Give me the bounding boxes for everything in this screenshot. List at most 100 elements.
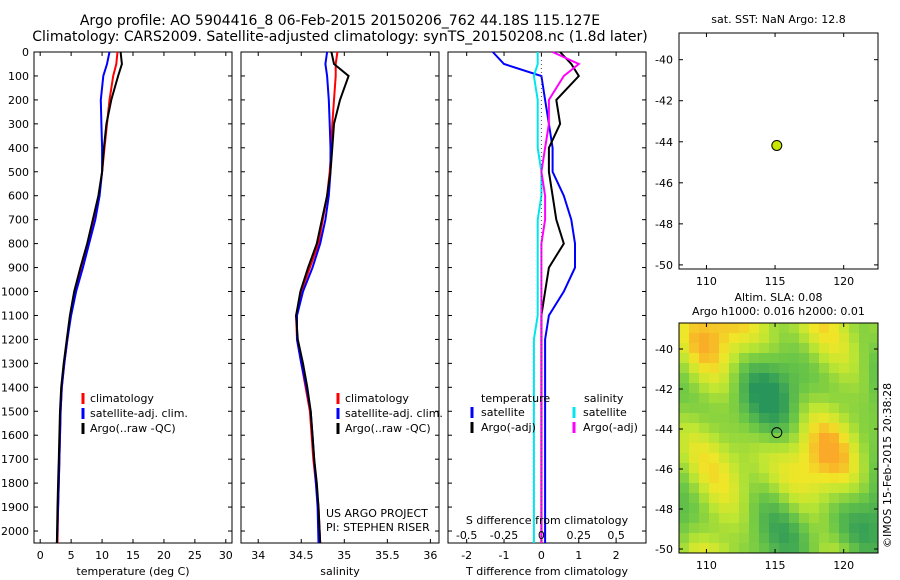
temperature-legend-label: Argo(..raw -QC)	[90, 422, 176, 435]
sst-map-y-tick-label: -42	[655, 95, 673, 108]
sla-heatmap-cell	[809, 443, 819, 453]
sla-heatmap-cell	[769, 333, 779, 343]
sla-heatmap-cell	[809, 323, 819, 333]
sla-heatmap-cell	[699, 403, 709, 413]
sla-heatmap-cell	[839, 473, 849, 483]
sla-heatmap-cell	[749, 343, 759, 353]
sla-heatmap-cell	[709, 443, 719, 453]
sla-heatmap-cell	[829, 343, 839, 353]
sst-map-x-tick-label: 110	[696, 275, 717, 288]
sla-heatmap-cell	[799, 473, 809, 483]
sla-heatmap-cell	[719, 473, 729, 483]
sla-heatmap-cell	[679, 463, 689, 473]
sla-heatmap-cell	[779, 533, 789, 543]
sla-heatmap-cell	[769, 473, 779, 483]
sla-heatmap-cell	[839, 423, 849, 433]
sla-map-y-tick-label: -44	[655, 423, 673, 436]
sla-heatmap-cell	[719, 513, 729, 523]
sla-heatmap-cell	[739, 343, 749, 353]
sla-heatmap-cell	[859, 383, 869, 393]
sla-heatmap-cell	[729, 513, 739, 523]
sla-heatmap-cell	[789, 403, 799, 413]
sla-heatmap-cell	[699, 463, 709, 473]
sla-heatmap-cell	[689, 523, 699, 533]
sla-heatmap-cell	[819, 533, 829, 543]
sla-heatmap-cell	[829, 493, 839, 503]
sla-heatmap-cell	[819, 483, 829, 493]
salinity-x-tick-label: 34	[251, 549, 265, 562]
sla-heatmap-cell	[729, 523, 739, 533]
sla-heatmap-cell	[829, 523, 839, 533]
sla-heatmap-cell	[689, 473, 699, 483]
sla-heatmap-cell	[839, 393, 849, 403]
temperature-series-2	[55, 51, 123, 544]
diff-legend-header-salinity: salinity	[584, 392, 624, 405]
sla-heatmap-cell	[809, 523, 819, 533]
sla-heatmap-cell	[849, 383, 859, 393]
sla-map-x-tick-label: 110	[696, 559, 717, 572]
sla-heatmap-cell	[739, 483, 749, 493]
sla-heatmap-cell	[869, 493, 878, 503]
sla-heatmap-cell	[729, 543, 739, 553]
sst-map-y-tick-label: -40	[655, 54, 673, 67]
sla-heatmap-cell	[709, 473, 719, 483]
sla-heatmap-cell	[689, 453, 699, 463]
sla-heatmap-cell	[829, 533, 839, 543]
sla-heatmap-cell	[839, 543, 849, 553]
sla-heatmap-cell	[749, 433, 759, 443]
sla-heatmap-cell	[859, 353, 869, 363]
sla-heatmap-cell	[729, 343, 739, 353]
depth-tick-label: 1100	[1, 309, 29, 322]
sla-heatmap-cell	[819, 423, 829, 433]
sla-heatmap-cell	[829, 423, 839, 433]
temperature-x-tick-label: 5	[68, 549, 75, 562]
sla-heatmap-cell	[869, 353, 878, 363]
sla-heatmap-cell	[869, 433, 878, 443]
sla-heatmap-cell	[869, 413, 878, 423]
sla-heatmap-cell	[739, 533, 749, 543]
sst-map-x-tick-label: 120	[833, 275, 854, 288]
sla-heatmap-cell	[739, 463, 749, 473]
sla-heatmap-cell	[789, 453, 799, 463]
sla-heatmap-cell	[869, 333, 878, 343]
sla-heatmap-cell	[689, 503, 699, 513]
sla-map-y-tick-label: -46	[655, 463, 673, 476]
sla-heatmap-cell	[759, 343, 769, 353]
sla-heatmap-cell	[779, 333, 789, 343]
sla-heatmap-cell	[759, 423, 769, 433]
sla-heatmap-cell	[739, 353, 749, 363]
sla-heatmap-cell	[719, 493, 729, 503]
sla-heatmap-cell	[739, 473, 749, 483]
sla-heatmap-cell	[829, 463, 839, 473]
sla-heatmap-cell	[839, 383, 849, 393]
sla-heatmap-cell	[849, 493, 859, 503]
sla-heatmap-cell	[859, 473, 869, 483]
depth-tick-label: 1500	[1, 405, 29, 418]
sla-heatmap-cell	[679, 483, 689, 493]
sla-heatmap-cell	[719, 373, 729, 383]
sla-map-x-tick-label: 120	[833, 559, 854, 572]
sla-heatmap-cell	[709, 543, 719, 553]
sla-heatmap-cell	[829, 373, 839, 383]
sla-heatmap-cell	[739, 393, 749, 403]
sla-heatmap-cell	[829, 403, 839, 413]
depth-tick-label: 1200	[1, 333, 29, 346]
sla-heatmap-cell	[819, 523, 829, 533]
sla-heatmap-cell	[869, 403, 878, 413]
sla-heatmap-cell	[809, 483, 819, 493]
diff-legend-label: satellite	[481, 406, 525, 419]
sla-heatmap-cell	[839, 493, 849, 503]
sla-heatmap-cell	[729, 353, 739, 363]
sla-heatmap-cell	[789, 473, 799, 483]
sla-heatmap-cell	[849, 473, 859, 483]
sla-heatmap-cell	[719, 383, 729, 393]
sla-heatmap-cell	[779, 513, 789, 523]
sla-heatmap-cell	[869, 513, 878, 523]
sla-heatmap-cell	[799, 363, 809, 373]
sla-heatmap-cell	[719, 533, 729, 543]
difference-series-0	[492, 51, 576, 543]
sla-heatmap-cell	[859, 463, 869, 473]
salinity-axes-frame	[240, 51, 440, 544]
sla-heatmap-cell	[839, 363, 849, 373]
